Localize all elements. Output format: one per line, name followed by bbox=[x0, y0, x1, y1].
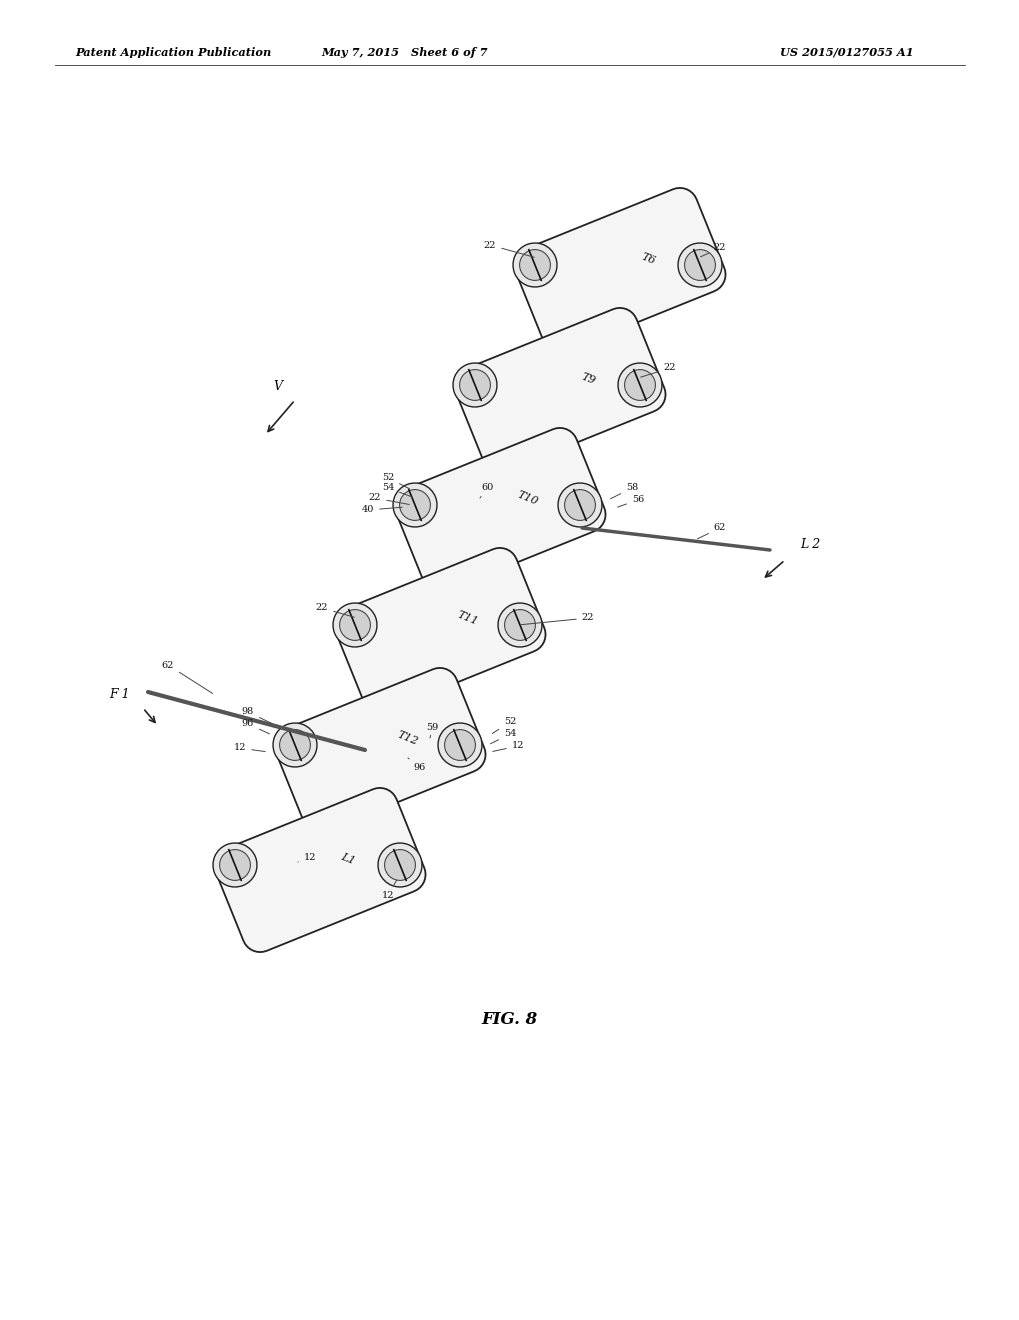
Ellipse shape bbox=[339, 610, 370, 640]
Text: T11: T11 bbox=[455, 610, 479, 627]
Polygon shape bbox=[274, 668, 485, 832]
Ellipse shape bbox=[384, 850, 415, 880]
Text: V: V bbox=[273, 380, 282, 393]
Ellipse shape bbox=[392, 483, 436, 527]
Ellipse shape bbox=[519, 249, 550, 280]
Text: L 2: L 2 bbox=[799, 539, 819, 550]
Ellipse shape bbox=[437, 723, 482, 767]
Ellipse shape bbox=[213, 843, 257, 887]
Text: T10: T10 bbox=[516, 490, 539, 507]
Text: T12: T12 bbox=[395, 730, 419, 747]
Text: 62: 62 bbox=[697, 524, 726, 539]
Text: 56: 56 bbox=[618, 495, 643, 507]
Ellipse shape bbox=[565, 490, 595, 520]
Ellipse shape bbox=[444, 730, 475, 760]
Ellipse shape bbox=[399, 490, 430, 520]
Text: 12: 12 bbox=[492, 742, 524, 751]
Text: T9: T9 bbox=[579, 371, 596, 387]
Ellipse shape bbox=[219, 850, 250, 880]
Ellipse shape bbox=[513, 243, 556, 286]
Ellipse shape bbox=[378, 843, 422, 887]
Text: L1: L1 bbox=[339, 851, 356, 866]
Polygon shape bbox=[214, 788, 425, 952]
Polygon shape bbox=[454, 308, 665, 473]
Ellipse shape bbox=[624, 370, 655, 400]
Text: 52: 52 bbox=[492, 718, 516, 734]
Text: T6: T6 bbox=[639, 251, 656, 267]
Ellipse shape bbox=[618, 363, 661, 407]
Text: FIG. 8: FIG. 8 bbox=[481, 1011, 538, 1028]
Text: 58: 58 bbox=[610, 483, 638, 499]
Ellipse shape bbox=[452, 363, 496, 407]
Text: US 2015/0127055 A1: US 2015/0127055 A1 bbox=[780, 46, 913, 58]
Text: Patent Application Publication: Patent Application Publication bbox=[75, 46, 271, 58]
Text: 22: 22 bbox=[700, 243, 726, 257]
Ellipse shape bbox=[684, 249, 714, 280]
Ellipse shape bbox=[273, 723, 317, 767]
Ellipse shape bbox=[497, 603, 541, 647]
Text: 22: 22 bbox=[483, 240, 534, 257]
Text: 54: 54 bbox=[490, 730, 516, 743]
Polygon shape bbox=[334, 548, 545, 711]
Polygon shape bbox=[394, 428, 605, 593]
Text: 96: 96 bbox=[408, 758, 426, 772]
Text: 60: 60 bbox=[480, 483, 493, 498]
Text: 22: 22 bbox=[316, 603, 354, 618]
Text: 98: 98 bbox=[242, 708, 272, 723]
Text: 12: 12 bbox=[298, 854, 316, 862]
Ellipse shape bbox=[557, 483, 601, 527]
Ellipse shape bbox=[332, 603, 377, 647]
Text: 22: 22 bbox=[521, 614, 594, 624]
Ellipse shape bbox=[460, 370, 490, 400]
Text: 12: 12 bbox=[381, 880, 396, 899]
Text: 12: 12 bbox=[233, 743, 265, 752]
Text: 59: 59 bbox=[426, 723, 438, 738]
Text: 52: 52 bbox=[381, 474, 409, 488]
Text: 40: 40 bbox=[362, 506, 401, 515]
Polygon shape bbox=[514, 187, 725, 352]
Ellipse shape bbox=[678, 243, 721, 286]
Ellipse shape bbox=[504, 610, 535, 640]
Text: 62: 62 bbox=[162, 660, 212, 693]
Text: May 7, 2015   Sheet 6 of 7: May 7, 2015 Sheet 6 of 7 bbox=[321, 46, 488, 58]
Text: 96: 96 bbox=[242, 719, 269, 734]
Text: 22: 22 bbox=[640, 363, 676, 378]
Text: F 1: F 1 bbox=[109, 688, 129, 701]
Text: 22: 22 bbox=[369, 494, 409, 504]
Ellipse shape bbox=[279, 730, 310, 760]
Text: 54: 54 bbox=[381, 483, 412, 498]
